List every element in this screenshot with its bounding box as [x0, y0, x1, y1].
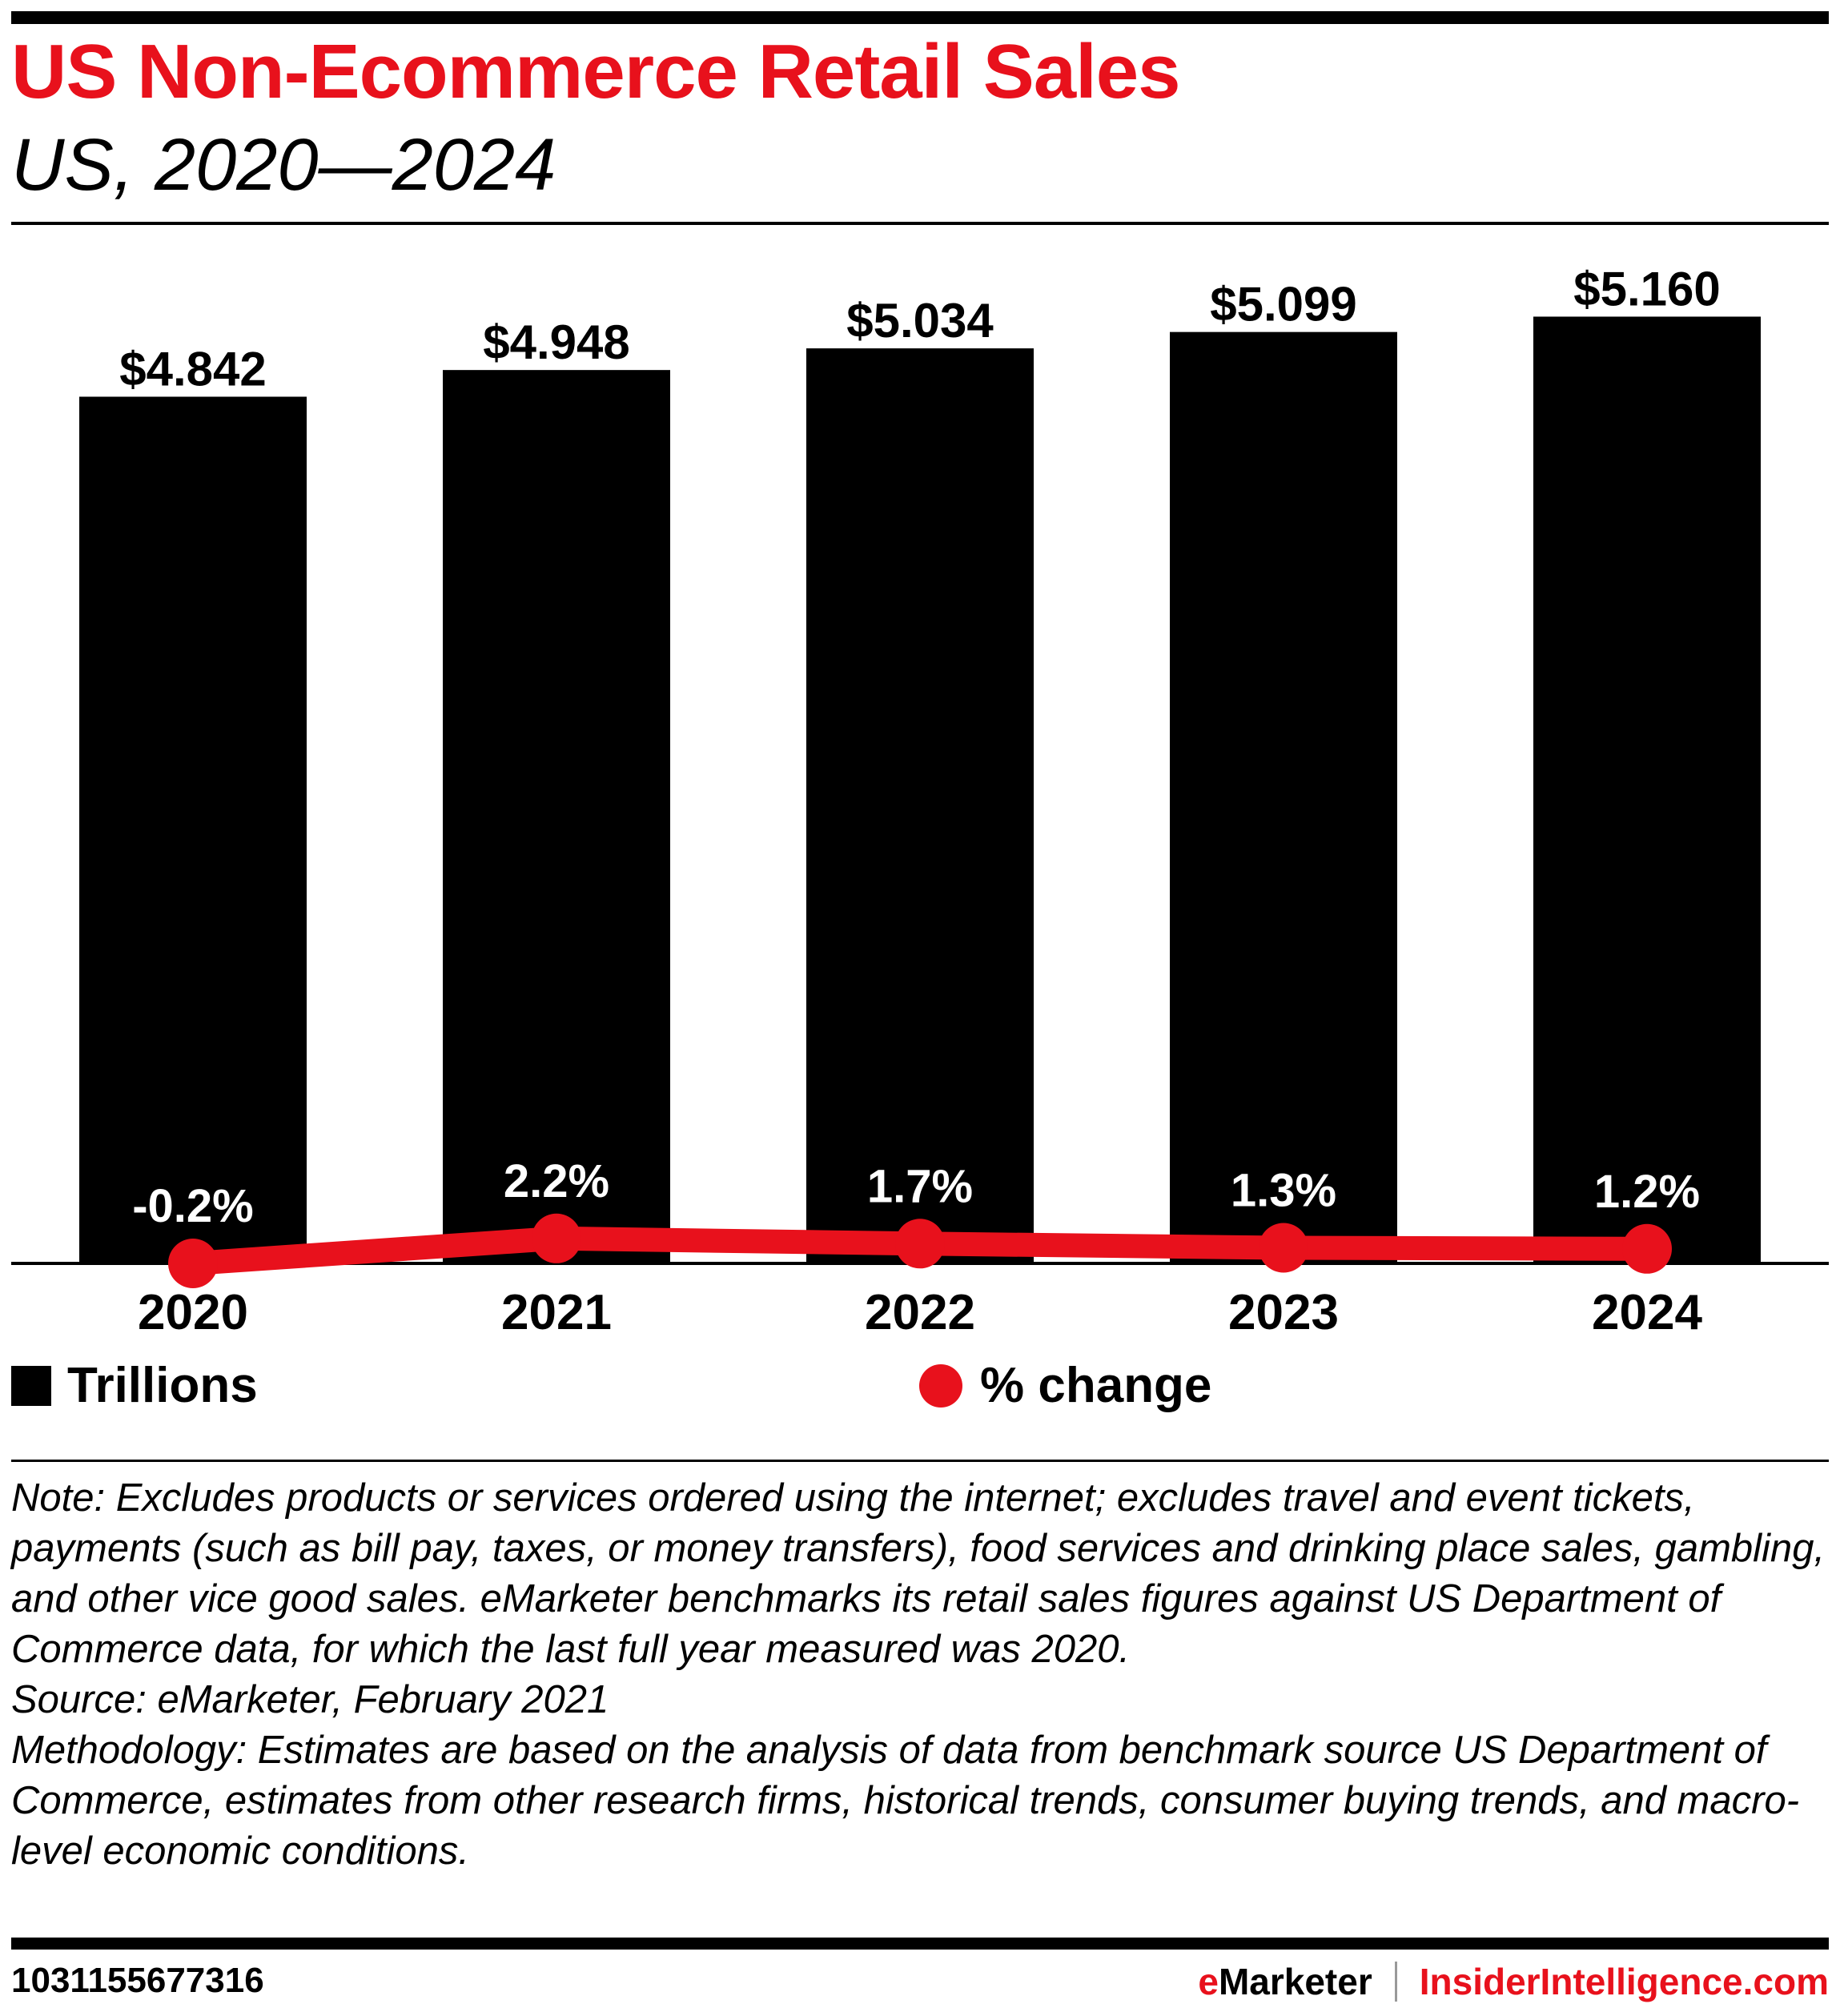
x-tick-label: 2020	[138, 1285, 248, 1340]
bar-value-label: $4.842	[119, 342, 267, 396]
x-tick-label: 2021	[501, 1285, 612, 1340]
legend-label-pct-change: % change	[980, 1358, 1212, 1413]
brand-logo-e: e	[1198, 1961, 1219, 2002]
bar-2022	[806, 348, 1034, 1264]
pct-change-label: 1.3%	[1231, 1165, 1336, 1217]
pct-change-point-2021	[532, 1213, 581, 1263]
legend-label-trillions: Trillions	[67, 1358, 258, 1413]
bar-2021	[443, 370, 670, 1263]
pct-change-label: 2.2%	[504, 1155, 609, 1207]
legend-item-pct-change: % change	[919, 1361, 1211, 1411]
source-text: Source: eMarketer, February 2021	[11, 1678, 609, 1721]
legend-dot-icon	[919, 1364, 962, 1408]
pct-labels-layer: -0.2% 2.2% 1.7% 1.3% 1.2%	[132, 1155, 1700, 1232]
brand-separator	[1394, 1962, 1397, 2002]
bar-2024	[1533, 316, 1761, 1264]
footer-brand: e Marketer InsiderIntelligence.com	[1198, 1962, 1829, 2002]
bar-value-label: $5.160	[1573, 262, 1721, 315]
bar-2020	[79, 396, 307, 1264]
x-tick-label: 2023	[1228, 1285, 1339, 1340]
pct-change-point-2024	[1622, 1223, 1672, 1274]
pct-change-label: 1.2%	[1594, 1166, 1700, 1218]
pct-change-label: 1.7%	[867, 1160, 973, 1212]
bars-layer	[79, 316, 1761, 1264]
x-tick-label: 2022	[865, 1285, 975, 1340]
chart-plot: $4.842 $4.948 $5.034 $5.099 $5.160 -0.2% 2.2%…	[11, 262, 1829, 1340]
top-rule	[11, 11, 1829, 24]
pct-change-point-2023	[1259, 1223, 1308, 1273]
bar-value-label: $5.099	[1210, 278, 1357, 331]
notes-block: Note: Excludes products or services orde…	[11, 1473, 1829, 1877]
legend-square-icon	[11, 1366, 51, 1406]
chart-title: US Non-Ecommerce Retail Sales	[11, 29, 1181, 114]
notes-divider	[11, 1460, 1829, 1462]
pct-change-point-2022	[895, 1219, 945, 1269]
bar-2023	[1170, 331, 1397, 1263]
note-text: Note: Excludes products or services orde…	[11, 1476, 1826, 1671]
brand-logo-marketer: Marketer	[1218, 1961, 1372, 2002]
brand-site-link[interactable]: InsiderIntelligence.com	[1419, 1961, 1829, 2002]
x-tick-label: 2024	[1592, 1285, 1702, 1340]
legend-item-trillions: Trillions	[11, 1361, 258, 1411]
bar-labels-layer: $4.842 $4.948 $5.034 $5.099 $5.160	[119, 262, 1721, 396]
pct-change-label: -0.2%	[132, 1180, 254, 1232]
header-divider	[11, 222, 1829, 225]
line-layer	[168, 1213, 1672, 1288]
footer-rule	[11, 1938, 1829, 1950]
pct-change-point-2020	[168, 1239, 218, 1288]
x-tick-labels: 2020 2021 2022 2023 2024	[138, 1285, 1702, 1340]
bar-value-label: $4.948	[483, 315, 630, 369]
methodology-text: Methodology: Estimates are based on the …	[11, 1729, 1800, 1873]
chart-id: 1031155677316	[11, 1961, 264, 2000]
bar-value-label: $5.034	[846, 294, 994, 347]
chart-subtitle: US, 2020—2024	[11, 124, 556, 206]
